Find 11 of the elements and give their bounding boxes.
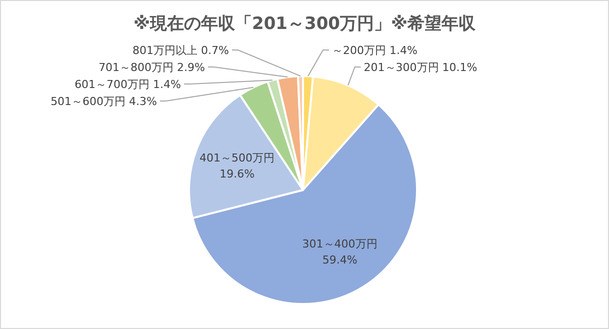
slice-label: 701～800万円 2.9% <box>98 61 205 74</box>
slice-label: ～200万円 1.4% <box>332 44 418 57</box>
chart-title: ※現在の年収「201～300万円」※希望年収 <box>133 14 477 34</box>
data-label: 59.4% <box>322 253 358 266</box>
slice-label: 801万円以上 0.7% <box>132 44 229 57</box>
slice-label: 201～300万円 10.1% <box>364 61 478 74</box>
slice-label: 401～500万円 <box>200 152 275 165</box>
data-label: 19.6% <box>220 168 255 181</box>
slice-label: 601～700万円 1.4% <box>74 78 181 91</box>
slice-label: 501～600万円 4.3% <box>50 95 157 108</box>
slice-label: 301～400万円 <box>302 237 378 250</box>
